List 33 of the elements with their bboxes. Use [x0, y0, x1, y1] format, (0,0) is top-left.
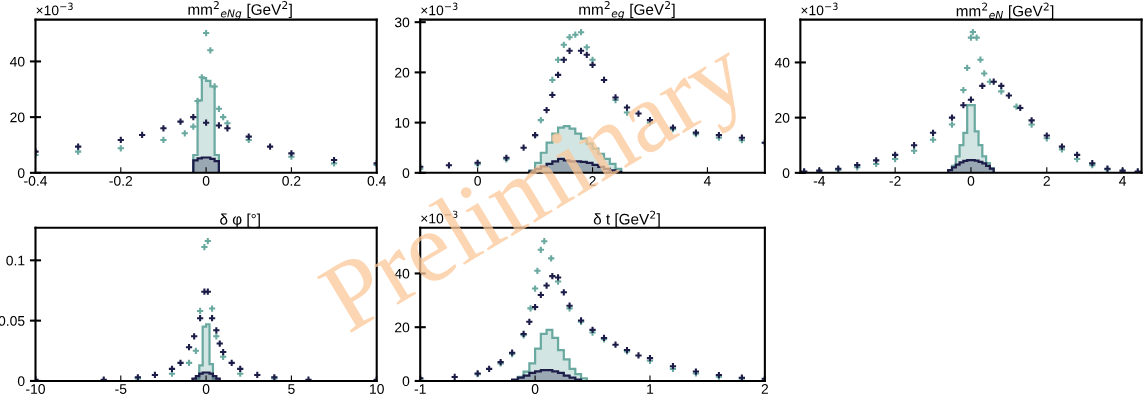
x-tick-label: 1 [647, 384, 654, 394]
chart-title: mm$^{2}$$_{eg}$ [GeV$^{2}$] [579, 1, 675, 20]
y-tick-label: 40 [774, 57, 790, 68]
x-tick-label: 2 [1043, 175, 1050, 186]
x-tick-label: 5 [288, 384, 295, 394]
y-tick-label: 20 [10, 112, 25, 123]
y-tick-label: 20 [775, 112, 790, 123]
text: ×10$^{−3}$ [36, 2, 73, 16]
x-tick-label: 4 [1119, 176, 1127, 186]
x-tick-label: -0.4 [24, 175, 48, 186]
x-tick-label: 0 [202, 175, 210, 186]
y-tick-label: 0 [402, 376, 410, 387]
text: ×10$^{−3}$ [421, 2, 458, 16]
x-tick-label: 0 [967, 175, 975, 186]
x-tick-label: 0 [202, 384, 210, 394]
x-tick-label: 2 [761, 384, 769, 394]
x-tick-label: -0.2 [109, 175, 133, 186]
x-tick-label: -5 [115, 384, 127, 394]
y-tick-label: 0.1 [6, 255, 25, 266]
x-tick-label: -1 [414, 384, 426, 394]
y-tick-label: 0 [17, 376, 25, 387]
x-tick-label: 0 [531, 384, 539, 394]
y-tick-label: 0 [782, 168, 790, 178]
y-tick-label: 30 [394, 17, 410, 28]
x-tick-label: 10 [370, 384, 384, 394]
text: ×10$^{−3}$ [801, 2, 838, 16]
x-tick-label: -4 [813, 176, 826, 186]
chart-title: mm$^{2}$$_{eNg}$ [GeV$^{2}$] [188, 1, 292, 20]
x-tick-label: 0.2 [282, 175, 301, 186]
x-tick-label: -10 [26, 384, 45, 394]
y-tick-label: 40 [9, 56, 25, 67]
x-tick-label: -2 [889, 175, 901, 186]
y-tick-label: 0 [17, 168, 25, 178]
